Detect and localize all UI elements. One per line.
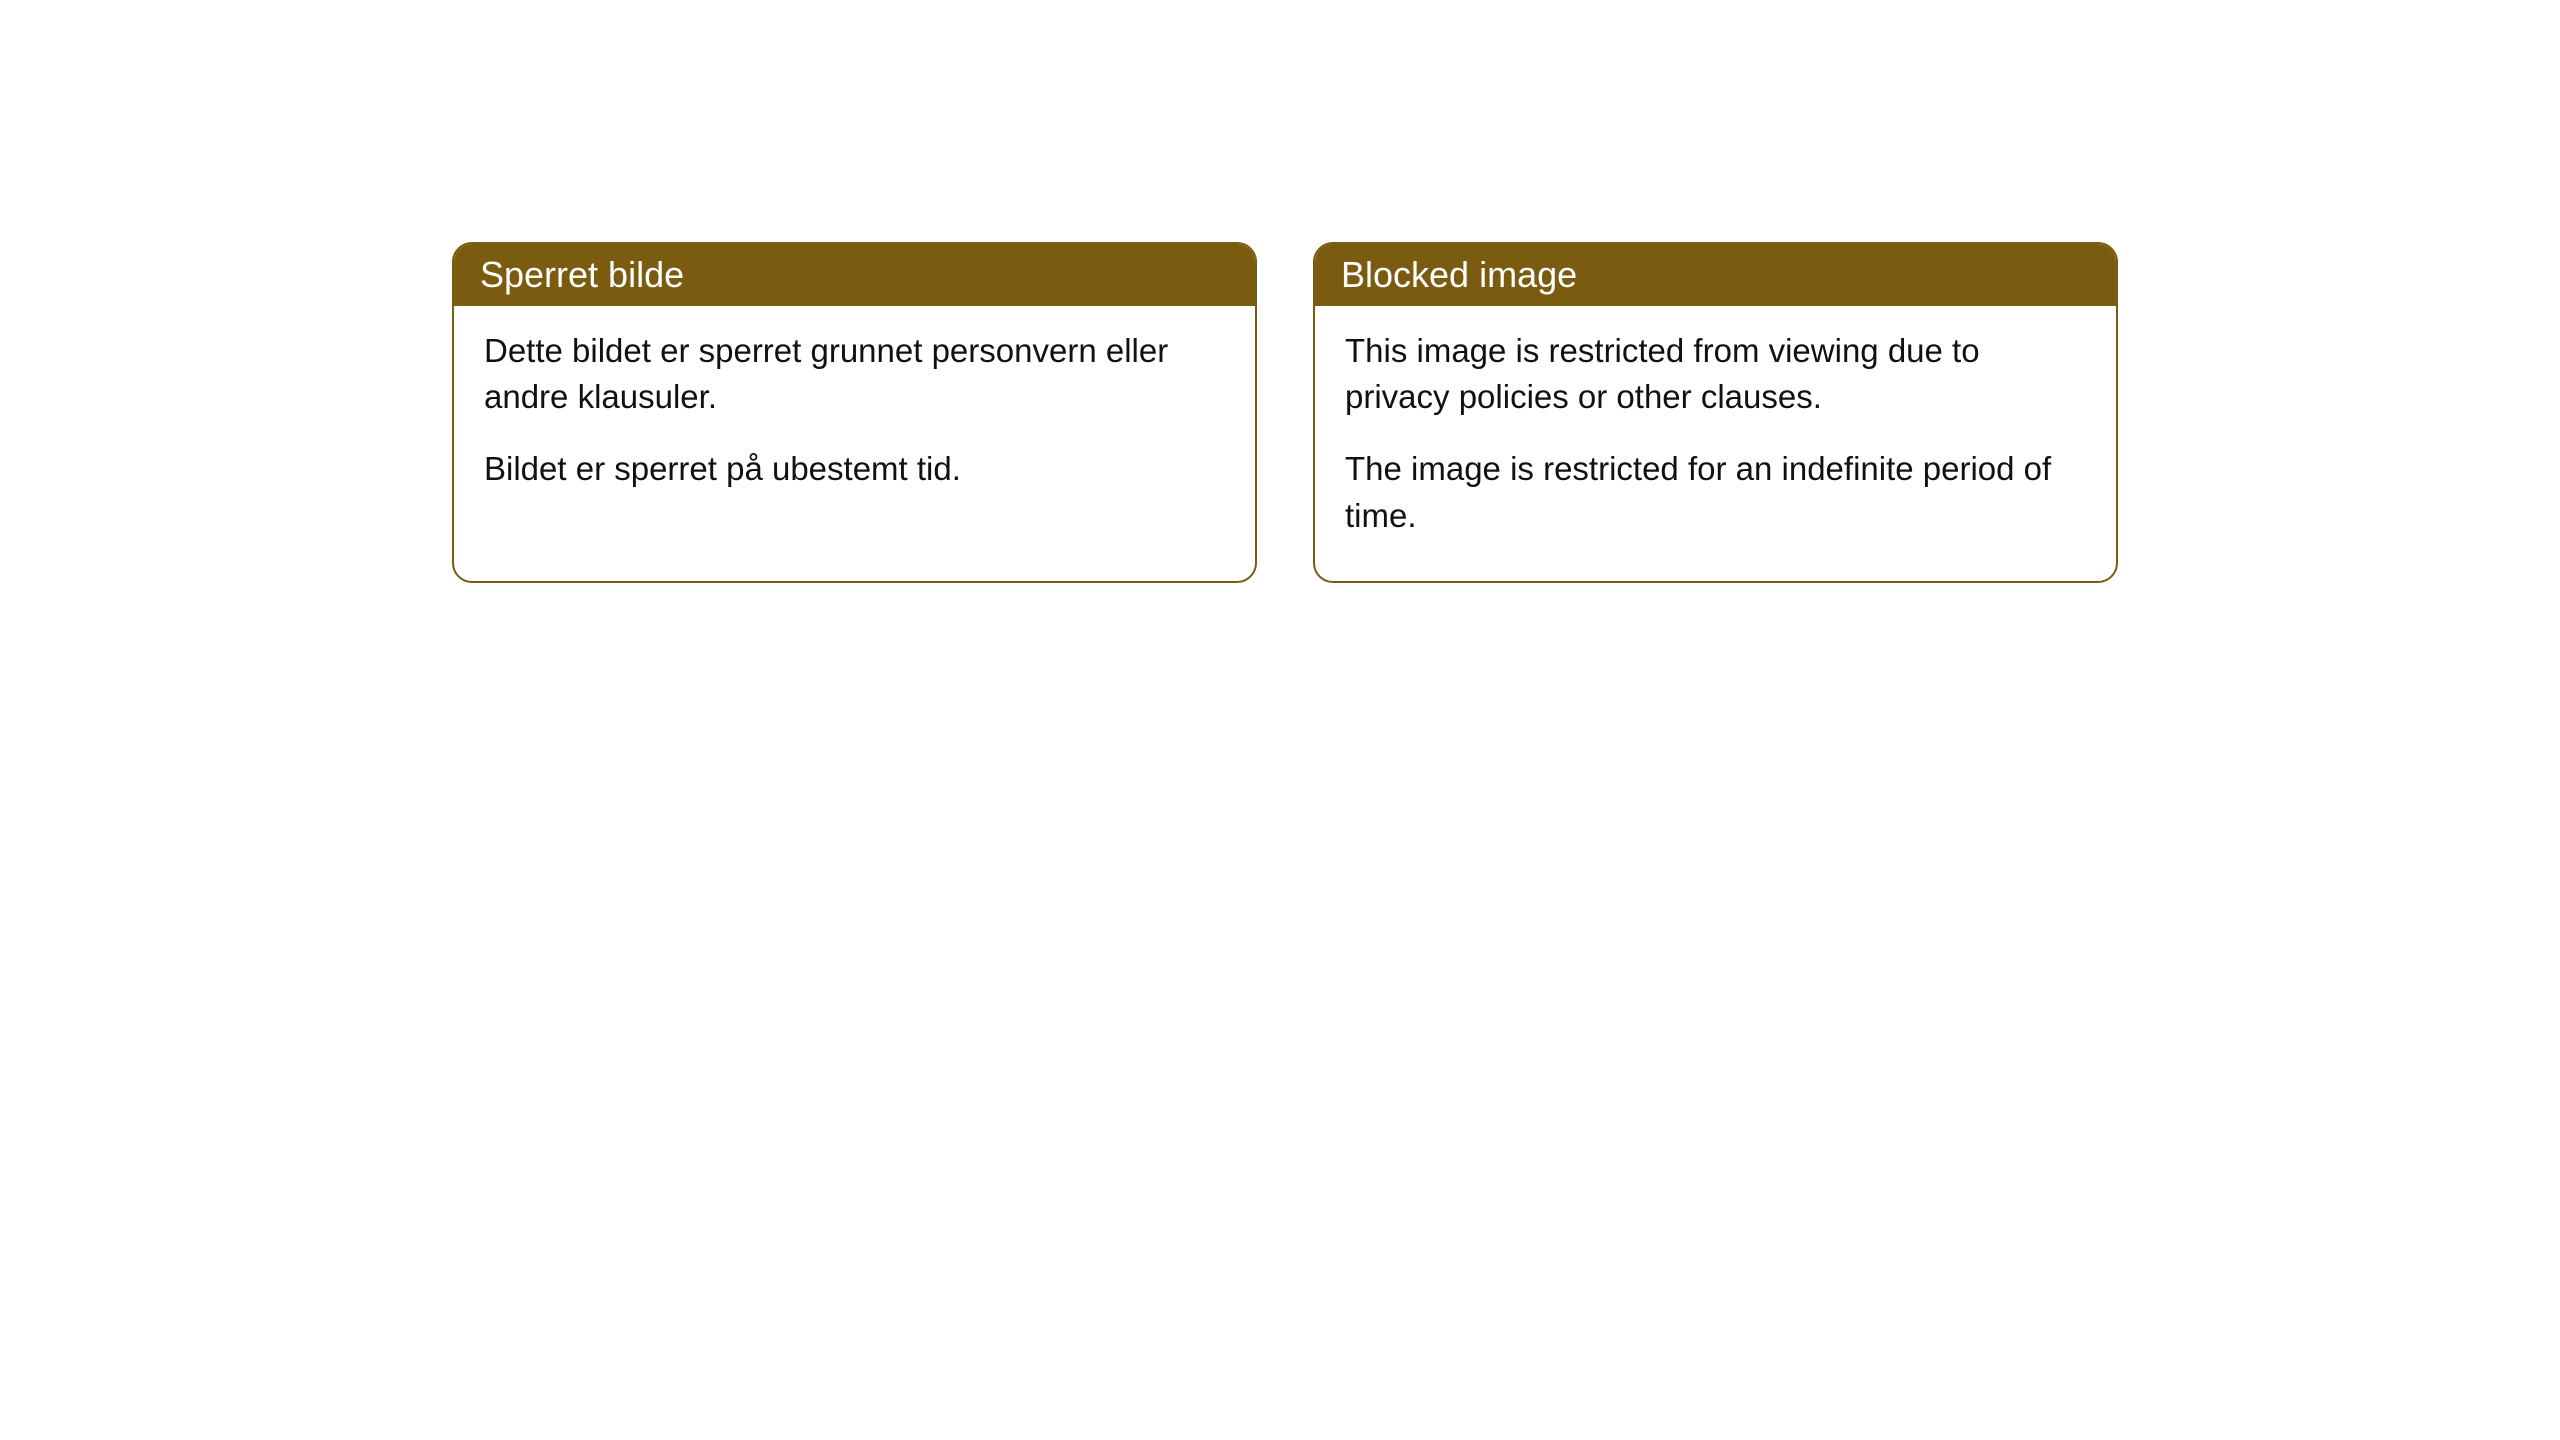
- card-header: Blocked image: [1315, 244, 2116, 306]
- card-body: This image is restricted from viewing du…: [1315, 306, 2116, 581]
- card-paragraph: The image is restricted for an indefinit…: [1345, 446, 2086, 538]
- card-title: Blocked image: [1341, 254, 1577, 295]
- card-title: Sperret bilde: [480, 254, 684, 295]
- card-paragraph: Bildet er sperret på ubestemt tid.: [484, 446, 1225, 492]
- notice-cards-container: Sperret bilde Dette bildet er sperret gr…: [452, 242, 2560, 583]
- card-header: Sperret bilde: [454, 244, 1255, 306]
- notice-card-norwegian: Sperret bilde Dette bildet er sperret gr…: [452, 242, 1257, 583]
- card-body: Dette bildet er sperret grunnet personve…: [454, 306, 1255, 535]
- card-paragraph: This image is restricted from viewing du…: [1345, 328, 2086, 420]
- card-paragraph: Dette bildet er sperret grunnet personve…: [484, 328, 1225, 420]
- notice-card-english: Blocked image This image is restricted f…: [1313, 242, 2118, 583]
